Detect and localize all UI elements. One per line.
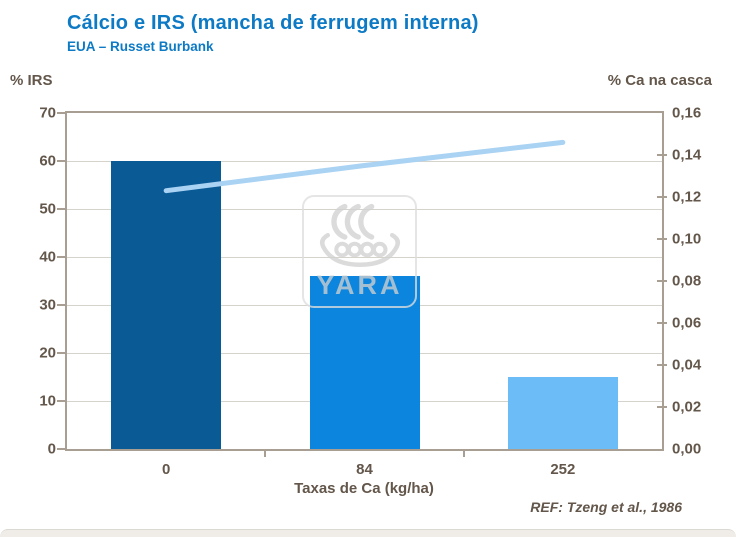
left-axis-tick-label: 10	[39, 392, 56, 410]
watermark-text: YARA	[316, 270, 403, 300]
bar-252	[507, 377, 618, 449]
right-axis-tick-mark	[657, 154, 667, 156]
left-axis-tick-mark	[57, 256, 65, 258]
right-axis-tick-label: 0,02	[672, 398, 702, 416]
left-axis-tick-mark	[57, 352, 65, 354]
page-title: Cálcio e IRS (mancha de ferrugem interna…	[67, 12, 479, 34]
left-axis-tick-mark	[57, 208, 65, 210]
left-axis-tick-label: 60	[39, 152, 56, 170]
reference-text: REF: Tzeng et al., 1986	[530, 499, 682, 515]
right-axis-tick-label: 0,10	[672, 230, 702, 248]
x-tick-label: 252	[550, 461, 576, 478]
left-axis-tick-mark	[57, 160, 65, 162]
left-axis-tick-label: 30	[39, 296, 56, 314]
left-axis-tick-mark	[57, 112, 65, 114]
left-axis-tick-mark	[57, 448, 65, 450]
right-axis-tick-mark	[657, 406, 667, 408]
bar-0	[111, 161, 222, 449]
right-axis-tick-label: 0,04	[672, 356, 702, 374]
left-axis-tick-label: 40	[39, 248, 56, 266]
right-axis-tick-mark	[657, 196, 667, 198]
watermark-box: YARA	[302, 195, 417, 308]
right-axis-tick-mark	[657, 364, 667, 366]
right-axis-tick-label: 0,00	[672, 440, 702, 458]
x-axis-title: Taxas de Ca (kg/ha)	[294, 480, 434, 497]
x-tick-label: 84	[356, 461, 373, 478]
left-axis-tick-label: 20	[39, 344, 56, 362]
left-axis-tick-label: 70	[39, 104, 56, 122]
right-axis-tick-label: 0,12	[672, 188, 702, 206]
right-axis-tick-mark	[657, 280, 667, 282]
x-tick-label: 0	[161, 461, 171, 478]
left-axis-tick-mark	[57, 304, 65, 306]
left-axis-title: % IRS	[10, 72, 53, 89]
right-axis-tick-mark	[657, 238, 667, 240]
right-axis-tick-label: 0,14	[672, 146, 702, 164]
left-axis-tick-label: 0	[47, 440, 56, 458]
footer-strip	[0, 529, 736, 537]
left-axis-tick-mark	[57, 400, 65, 402]
right-axis-tick-label: 0,16	[672, 104, 702, 122]
yara-ship-icon	[304, 203, 415, 271]
right-axis-tick-label: 0,08	[672, 272, 702, 290]
right-axis-tick-mark	[657, 322, 667, 324]
left-axis-tick-label: 50	[39, 200, 56, 218]
x-axis-tick-mark	[462, 451, 465, 457]
right-axis-title: % Ca na casca	[607, 72, 712, 89]
x-axis-tick-mark	[264, 451, 267, 457]
right-axis-tick-label: 0,06	[672, 314, 702, 332]
page-subtitle: EUA – Russet Burbank	[67, 39, 214, 54]
bar-84	[309, 276, 420, 449]
